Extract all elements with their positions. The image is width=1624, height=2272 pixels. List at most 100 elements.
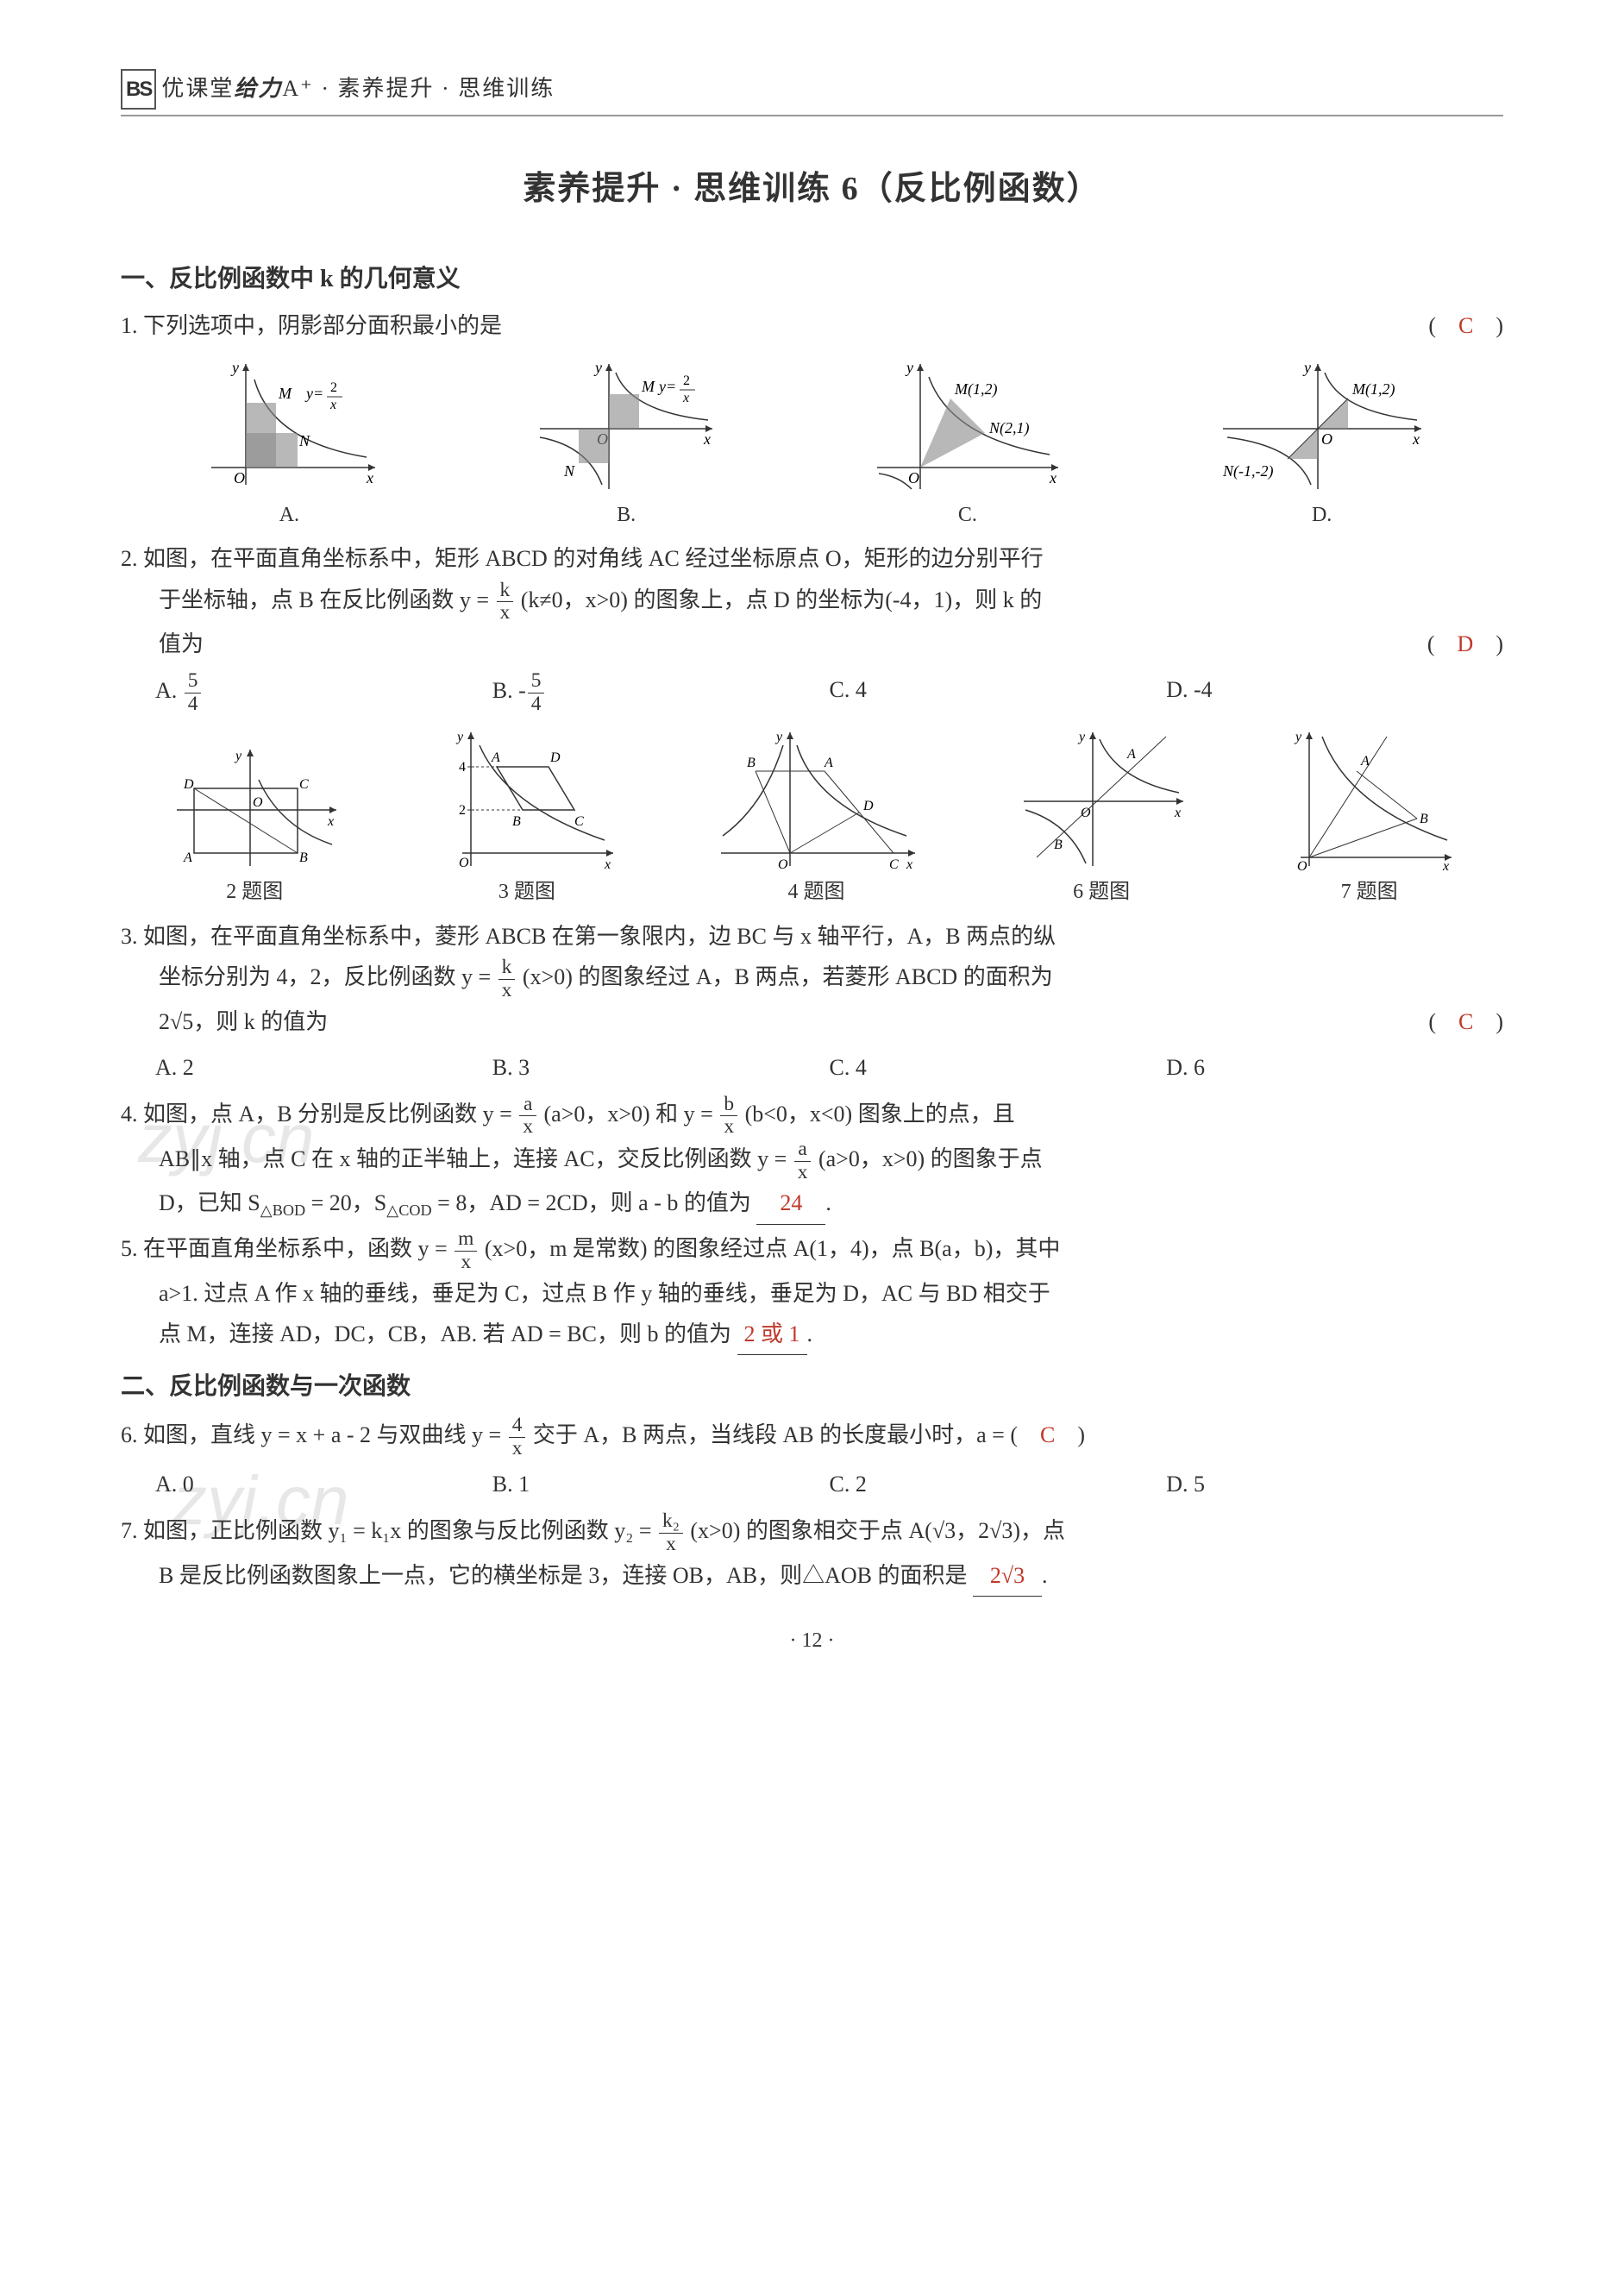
svg-text:N: N xyxy=(563,462,575,480)
q1-answer: C xyxy=(1458,313,1473,338)
q1-text: 1. 下列选项中，阴影部分面积最小的是 ( C ) xyxy=(121,306,1503,347)
brand-script: 给力 xyxy=(234,76,282,101)
q2-opt-d: D. -4 xyxy=(1166,670,1503,715)
svg-text:2: 2 xyxy=(330,380,337,395)
svg-text:y: y xyxy=(1302,359,1311,376)
chart-d-svg: x y O M(1,2) N(-1,-2) xyxy=(1214,355,1430,493)
svg-text:N: N xyxy=(298,432,310,449)
q2-line3-row: 值为 ( D ) xyxy=(121,624,1503,665)
svg-text:x: x xyxy=(329,398,336,412)
svg-text:A: A xyxy=(491,750,500,765)
svg-text:O: O xyxy=(908,469,919,486)
svg-text:M: M xyxy=(278,385,292,402)
svg-text:x: x xyxy=(906,857,912,870)
svg-text:M(1,2): M(1,2) xyxy=(954,380,997,399)
q2-line3: 值为 xyxy=(159,631,204,656)
svg-text:D: D xyxy=(183,777,194,792)
svg-text:x: x xyxy=(1412,430,1420,448)
fig-q2: yxO DC AB 2 题图 xyxy=(168,741,341,911)
q5-line3: 点 M，连接 AD，DC，CB，AB. 若 AD = BC，则 b 的值为 2 … xyxy=(121,1315,1503,1356)
q2-opt-c: C. 4 xyxy=(830,670,1167,715)
main-title: 素养提升 · 思维训练 6（反比例函数） xyxy=(121,160,1503,218)
svg-text:y: y xyxy=(774,730,783,744)
svg-text:A: A xyxy=(1360,754,1370,769)
q6-options: A. 0 B. 1 C. 2 D. 5 xyxy=(155,1465,1503,1505)
svg-text:y=: y= xyxy=(657,378,676,395)
svg-text:D: D xyxy=(549,750,561,765)
section1-heading: 一、反比例函数中 k 的几何意义 xyxy=(121,258,1503,301)
svg-text:y: y xyxy=(455,730,464,744)
brand-sup: A⁺ xyxy=(282,76,314,101)
svg-text:y: y xyxy=(593,359,602,376)
q6-answer-box: ( C ) xyxy=(1010,1422,1085,1447)
svg-text:y: y xyxy=(230,359,239,376)
q3-opt-a: A. 2 xyxy=(155,1048,492,1089)
fig7-caption: 7 题图 xyxy=(1283,874,1456,911)
q5-line1: 5. 在平面直角坐标系中，函数 y = mx (x>0，m 是常数) 的图象经过… xyxy=(121,1228,1503,1273)
svg-text:B: B xyxy=(299,850,308,865)
q3-line3-row: 2√5，则 k 的值为 ( C ) xyxy=(121,1002,1503,1043)
q2-answer-box: ( D ) xyxy=(1427,624,1503,665)
fig-q3: yxO 4 2 AD BC 3 题图 xyxy=(436,724,618,911)
svg-text:x: x xyxy=(682,391,689,405)
chart-a-svg: x y O M N y= 2 x xyxy=(194,355,384,493)
q5-line2: a>1. 过点 A 作 x 轴的垂线，垂足为 C，过点 B 作 y 轴的垂线，垂… xyxy=(121,1274,1503,1315)
fig3-caption: 3 题图 xyxy=(436,874,618,911)
page-header: BS 优课堂给力A⁺ · 素养提升 · 思维训练 xyxy=(121,69,1503,116)
svg-text:O: O xyxy=(778,857,788,870)
q6-answer: C xyxy=(1040,1422,1055,1447)
svg-text:A: A xyxy=(824,756,833,770)
q7-answer: 2√3 xyxy=(973,1556,1042,1597)
chart-b-svg: x y O M N y= 2 x xyxy=(531,355,721,493)
q1-fig-d: x y O M(1,2) N(-1,-2) D. xyxy=(1214,355,1430,534)
q1-fig-b: x y O M N y= 2 x B. xyxy=(531,355,721,534)
q6-opt-b: B. 1 xyxy=(492,1465,830,1505)
q2-options: A. 54 B. -54 C. 4 D. -4 xyxy=(155,670,1503,715)
svg-text:O: O xyxy=(459,856,469,870)
q1-answer-box: ( C ) xyxy=(1428,306,1503,347)
q1-opt-a-label: A. xyxy=(194,497,384,534)
q2-frac-num: k xyxy=(497,580,514,603)
svg-text:B: B xyxy=(747,756,756,770)
svg-text:N(2,1): N(2,1) xyxy=(988,419,1030,437)
header-subtitle: · 素养提升 · 思维训练 xyxy=(314,76,555,101)
fig6-caption: 6 题图 xyxy=(1015,874,1188,911)
svg-text:x: x xyxy=(366,469,373,486)
q3-answer: C xyxy=(1458,1009,1473,1034)
q3-opt-d: D. 6 xyxy=(1166,1048,1503,1089)
q1-opt-b-label: B. xyxy=(531,497,721,534)
svg-text:x: x xyxy=(1049,469,1057,486)
q4-line1: 4. 如图，点 A，B 分别是反比例函数 y = ax (a>0，x>0) 和 … xyxy=(121,1094,1503,1139)
svg-text:2: 2 xyxy=(459,803,466,818)
q1a-eq-y: y= xyxy=(304,385,323,402)
q2-frac-den: x xyxy=(497,602,514,624)
q3-options: A. 2 B. 3 C. 4 D. 6 xyxy=(155,1048,1503,1089)
q3-line2: 坐标分别为 4，2，反比例函数 y = kx (x>0) 的图象经过 A，B 两… xyxy=(121,957,1503,1001)
q3-line1: 3. 如图，在平面直角坐标系中，菱形 ABCB 在第一象限内，边 BC 与 x … xyxy=(121,917,1503,957)
svg-text:y: y xyxy=(234,749,242,763)
svg-text:O: O xyxy=(1297,859,1307,870)
q2-answer: D xyxy=(1458,631,1474,656)
question-7: 7. 如图，正比例函数 y₁ = k₁x 的图象与反比例函数 y₂ = k₂x … xyxy=(121,1510,1503,1597)
svg-text:A: A xyxy=(1126,747,1136,762)
svg-text:M(1,2): M(1,2) xyxy=(1351,380,1395,399)
q1-stem: 1. 下列选项中，阴影部分面积最小的是 xyxy=(121,313,502,338)
figrow-2-7: yxO DC AB 2 题图 yxO 4 2 AD BC 3 题图 y xyxy=(121,724,1503,911)
svg-text:4: 4 xyxy=(459,760,466,775)
q6-line1: 6. 如图，直线 y = x + a - 2 与双曲线 y = 4x 交于 A，… xyxy=(121,1415,1503,1459)
page-number: · 12 · xyxy=(121,1622,1503,1660)
q6-opt-c: C. 2 xyxy=(830,1465,1167,1505)
question-2: 2. 如图，在平面直角坐标系中，矩形 ABCD 的对角线 AC 经过坐标原点 O… xyxy=(121,539,1503,716)
q1-opt-c-label: C. xyxy=(868,497,1067,534)
brand-text: 优课堂给力A⁺ · 素养提升 · 思维训练 xyxy=(161,69,555,110)
q6-opt-d: D. 5 xyxy=(1166,1465,1503,1505)
svg-text:2: 2 xyxy=(683,373,690,388)
q7-line1: 7. 如图，正比例函数 y₁ = k₁x 的图象与反比例函数 y₂ = k₂x … xyxy=(121,1510,1503,1555)
logo: BS xyxy=(121,69,156,110)
svg-text:C: C xyxy=(299,777,309,792)
question-1: 1. 下列选项中，阴影部分面积最小的是 ( C ) x y O M N y= 2 xyxy=(121,306,1503,534)
brand-name: 优课堂 xyxy=(161,76,234,101)
question-4: 4. 如图，点 A，B 分别是反比例函数 y = ax (a>0，x>0) 和 … xyxy=(121,1094,1503,1226)
q3-answer-box: ( C ) xyxy=(1428,1002,1503,1043)
svg-text:O: O xyxy=(1321,430,1332,448)
